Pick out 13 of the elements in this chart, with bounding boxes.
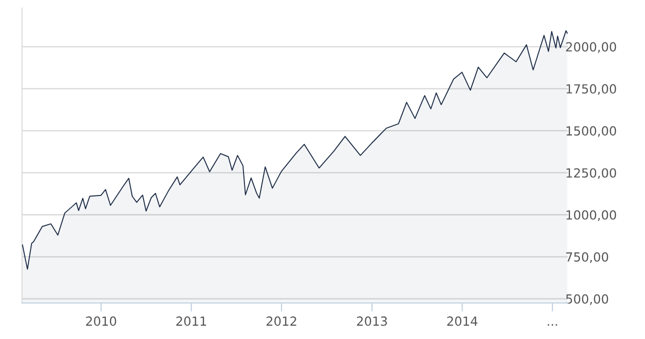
y-tick-label: 1250,00 <box>566 168 616 179</box>
y-tick-label: 1500,00 <box>566 126 616 137</box>
y-tick-label: 1000,00 <box>566 210 616 221</box>
y-tick-label: 1750,00 <box>566 84 616 95</box>
x-tick-label: 2011 <box>176 316 206 326</box>
x-tick-label: 2010 <box>86 316 116 326</box>
y-tick-label: 750,00 <box>566 252 608 263</box>
x-tick-label: 2013 <box>357 316 387 326</box>
y-tick-label: 500,00 <box>566 294 608 305</box>
y-tick-label: 2000,00 <box>566 42 616 53</box>
x-tick-label: 2012 <box>266 316 296 326</box>
x-tick-label: 2014 <box>447 316 478 326</box>
x-tick-label: ... <box>548 324 558 326</box>
